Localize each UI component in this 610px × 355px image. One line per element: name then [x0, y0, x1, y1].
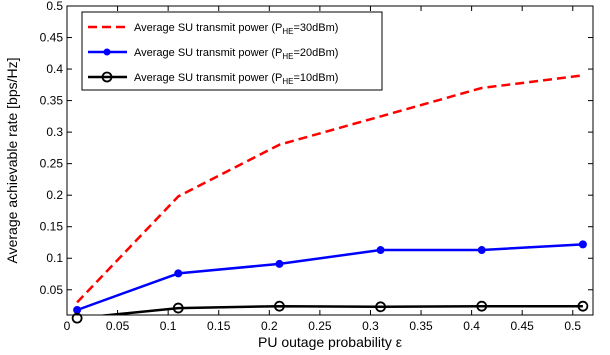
- y-tick-label: 0.5: [46, 0, 63, 13]
- y-tick-label: 0.1: [46, 251, 63, 265]
- data-point: [174, 269, 183, 278]
- y-axis-label: Average achievable rate [bps/Hz]: [4, 58, 20, 264]
- y-tick-label: 0.15: [40, 220, 64, 234]
- x-tick-label: 0.2: [261, 319, 278, 333]
- series-line-3: [96, 304, 583, 315]
- legend-box: [81, 11, 383, 91]
- data-point: [476, 300, 488, 312]
- y-tick-label: 0.2: [46, 188, 63, 202]
- series-group: [76, 74, 584, 315]
- legend-entry-1: Average SU transmit power (PHE=30dBm): [134, 22, 338, 36]
- x-tick-label: 0.05: [106, 319, 130, 333]
- data-point: [578, 240, 587, 249]
- legend-text-sub: HE: [282, 27, 293, 36]
- data-point: [275, 259, 284, 268]
- x-tick-label: 0.3: [362, 319, 379, 333]
- axes-frame: [66, 5, 594, 316]
- legend-text-main: Average SU transmit power (P: [134, 72, 282, 84]
- x-tick-label: 0.4: [463, 319, 480, 333]
- data-point: [71, 312, 83, 324]
- y-tick-label: 0.35: [40, 94, 64, 108]
- legend-marker: [101, 71, 113, 83]
- y-tick-label: 0.4: [46, 62, 63, 76]
- legend-text-main: Average SU transmit power (P: [134, 47, 282, 59]
- legend: Average SU transmit power (PHE=30dBm)Ave…: [81, 11, 383, 91]
- legend-text-main: Average SU transmit power (P: [134, 22, 282, 34]
- legend-text-tail: =10dBm): [293, 72, 338, 84]
- series-line-1: [76, 74, 584, 304]
- data-point: [73, 305, 82, 314]
- data-point: [274, 300, 285, 312]
- x-tick-label: 0: [64, 319, 71, 333]
- y-tick-label: 0.3: [46, 125, 63, 139]
- legend-entry-3: Average SU transmit power (PHE=10dBm): [134, 72, 338, 86]
- y-tick-label: 0.45: [40, 31, 64, 45]
- x-axis-label: PU outage probability ε: [258, 334, 402, 350]
- y-tick-label: 0.25: [40, 157, 64, 171]
- legend-marker: [103, 48, 111, 56]
- x-tick-label: 0.45: [511, 319, 535, 333]
- x-tick-label: 0.35: [409, 319, 433, 333]
- legend-text-tail: =30dBm): [293, 22, 338, 34]
- y-tick-label: 0.05: [40, 283, 64, 297]
- x-tick-label: 0.5: [564, 319, 581, 333]
- series-line-2: [76, 243, 583, 312]
- x-tick-label: 0.25: [308, 319, 332, 333]
- legend-text-sub: HE: [282, 77, 293, 86]
- data-point: [375, 301, 386, 313]
- x-tick-label: 0.15: [207, 319, 231, 333]
- data-point: [172, 302, 184, 314]
- data-point: [376, 246, 385, 255]
- data-point: [577, 300, 589, 312]
- legend-text-sub: HE: [282, 52, 293, 61]
- x-tick-label: 0.1: [160, 319, 177, 333]
- legend-text-tail: =20dBm): [293, 47, 338, 59]
- data-point: [477, 246, 486, 255]
- plot-area: 0 0.05 0.1 0.15 0.2 0.25 0.3 0.35 0.4 0.45 0.5 0.05…: [40, 0, 594, 333]
- legend-entry-2: Average SU transmit power (PHE=20dBm): [134, 47, 338, 61]
